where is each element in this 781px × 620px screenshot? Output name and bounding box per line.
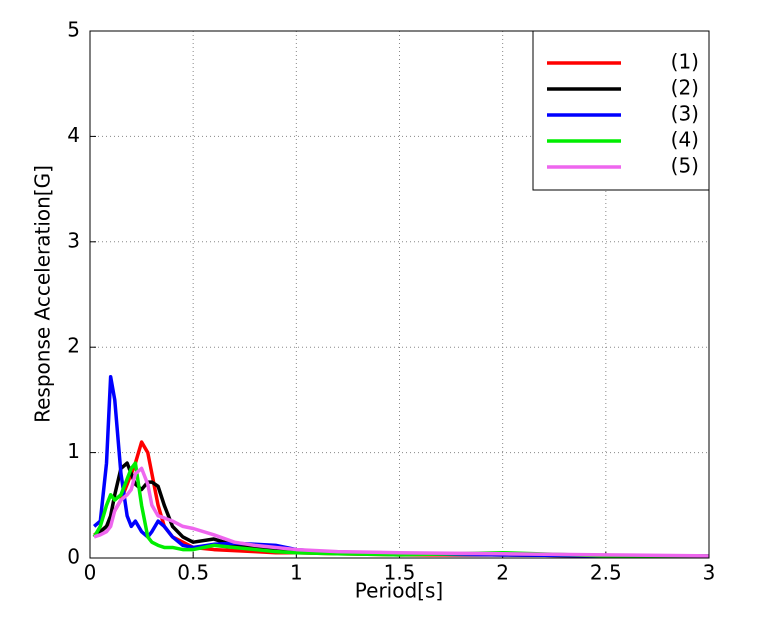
x-tick-label: 0 [84,561,97,585]
y-tick-label: 4 [67,123,80,147]
x-tick-label: 1 [290,561,303,585]
x-tick-label: 2 [496,561,509,585]
legend-label: (4) [671,128,699,152]
legend-label: (5) [671,154,699,178]
y-tick-label: 5 [67,18,80,42]
y-tick-label: 0 [67,545,80,569]
series-line [93,466,709,558]
plot-frame [89,30,710,559]
legend-box [532,30,710,191]
x-tick-label: 3 [703,561,716,585]
x-axis-label: Period[s] [355,579,443,603]
x-tick-label: 2.5 [590,561,622,585]
x-tick-label: 0.5 [177,561,209,585]
x-tick-label: 1.5 [384,561,416,585]
plot [92,374,709,558]
y-tick-label: 3 [67,228,80,252]
y-axis-label: Response Acceleration[G] [31,165,55,423]
y-tick-label: 2 [67,334,80,358]
legend-label: (2) [671,76,699,100]
y-tick-label: 1 [67,439,80,463]
legend-label: (1) [671,50,699,74]
series-line [92,461,709,558]
legend-label: (3) [671,102,699,126]
